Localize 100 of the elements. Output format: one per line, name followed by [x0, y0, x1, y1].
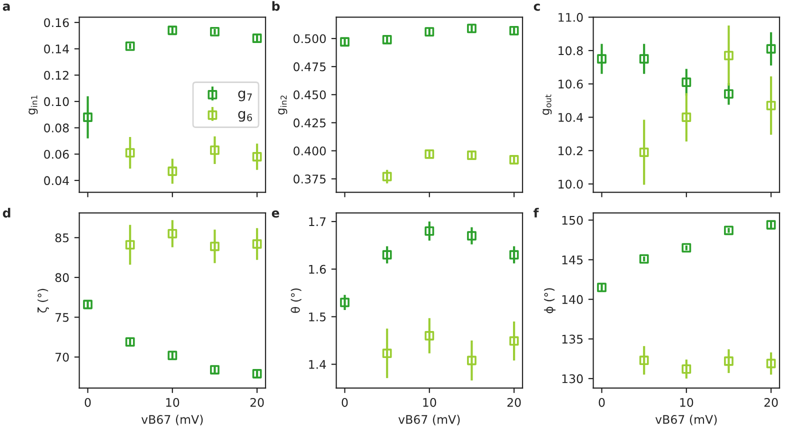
point	[467, 356, 476, 366]
x-tick-label: 20	[764, 398, 778, 407]
x-tick-label: 10	[423, 398, 436, 407]
y-tick-label: 0.475	[294, 62, 326, 72]
y-tick-label: 70	[56, 352, 69, 362]
chart-title: c	[534, 4, 540, 11]
point	[766, 358, 776, 368]
point	[766, 44, 776, 54]
y-axis-title: g$_{in2}$	[278, 96, 288, 114]
legend-label: g$_{7}$	[238, 90, 252, 102]
y-tick-label: 0.06	[44, 150, 69, 159]
y-tick-label: 10.6	[558, 80, 583, 89]
point	[724, 50, 734, 60]
legend-label: g$_{6}$	[238, 111, 252, 122]
point	[210, 365, 220, 374]
y-tick-label: 0.12	[44, 70, 68, 80]
point	[639, 254, 649, 264]
y-axis-title: ζ (°)	[38, 288, 49, 313]
x-tick-label: 10	[680, 398, 694, 407]
point	[210, 145, 220, 155]
chart-title: b	[272, 1, 280, 11]
y-tick-label: 0.400	[294, 146, 326, 156]
point	[168, 166, 178, 176]
point	[252, 152, 262, 162]
chart-title: a	[2, 4, 10, 11]
y-tick-label: 10.2	[558, 146, 582, 156]
point	[424, 331, 434, 340]
x-tick-label: 0	[342, 398, 348, 407]
chart-title: f	[534, 208, 539, 218]
point	[83, 300, 92, 310]
point	[252, 34, 262, 43]
point	[509, 26, 519, 36]
point	[639, 54, 649, 64]
point	[509, 155, 519, 164]
point	[597, 282, 606, 292]
y-tick-label: 150	[562, 216, 583, 225]
point	[125, 240, 135, 250]
point	[252, 369, 262, 378]
y-tick-label: 0.08	[44, 124, 69, 132]
point	[724, 89, 734, 99]
point	[682, 364, 692, 374]
y-tick-label: 0.425	[294, 118, 326, 128]
y-tick-label: 1.6	[309, 264, 326, 274]
point	[83, 112, 92, 122]
y-axis-title: g$_{in1}$	[28, 96, 38, 114]
point	[467, 24, 476, 34]
point	[168, 26, 178, 36]
y-axis-title: ϕ (°)	[544, 288, 556, 314]
y-tick-label: 80	[55, 273, 69, 282]
x-axis-title: vB67 (mV)	[398, 414, 460, 426]
point	[766, 220, 776, 230]
y-tick-label: 0.04	[44, 176, 69, 186]
y-tick-label: 10.8	[558, 46, 583, 56]
y-tick-label: 11.0	[558, 12, 583, 22]
y-tick-label: 145	[562, 256, 583, 264]
y-tick-label: 75	[56, 313, 69, 322]
point	[382, 348, 392, 358]
point	[467, 231, 476, 241]
y-tick-label: 0.16	[44, 18, 69, 28]
point	[382, 250, 392, 260]
point	[509, 250, 519, 260]
y-tick-label: 1.7	[309, 217, 326, 226]
point	[682, 112, 692, 122]
point	[210, 242, 220, 252]
point	[168, 350, 178, 360]
y-tick-label: 1.5	[309, 312, 326, 322]
point	[125, 41, 135, 51]
point	[766, 100, 776, 110]
x-tick-label: 20	[507, 398, 521, 407]
point	[340, 298, 350, 308]
x-tick-label: 0	[84, 398, 91, 407]
y-tick-label: 135	[562, 334, 583, 344]
y-tick-label: 10.0	[558, 180, 583, 189]
point	[424, 149, 434, 159]
point	[424, 226, 434, 236]
y-tick-label: 10.4	[558, 112, 583, 122]
point	[682, 78, 692, 87]
x-axis-title: vB67 (mV)	[141, 414, 203, 426]
point	[597, 54, 606, 64]
x-tick-label: 10	[166, 398, 180, 407]
y-tick-label: 0.10	[44, 97, 69, 106]
x-tick-label: 20	[250, 398, 264, 407]
point	[639, 356, 649, 366]
y-tick-label: 0.14	[44, 44, 69, 54]
point	[682, 243, 692, 253]
point	[125, 337, 135, 347]
y-tick-label: 0.500	[294, 34, 326, 44]
point	[382, 172, 392, 182]
y-tick-label: 130	[562, 374, 583, 384]
x-axis-title: vB67 (mV)	[655, 414, 717, 426]
point	[252, 239, 262, 249]
y-axis-title: θ (°)	[290, 288, 302, 313]
y-axis-title: g$_{out}$	[542, 94, 552, 115]
y-tick-label: 1.4	[309, 360, 326, 369]
y-tick-label: 0.450	[294, 90, 326, 100]
point	[724, 356, 734, 366]
y-tick-label: 0.375	[294, 174, 326, 184]
point	[382, 34, 392, 44]
point	[639, 148, 649, 157]
y-tick-label: 85	[55, 233, 69, 242]
